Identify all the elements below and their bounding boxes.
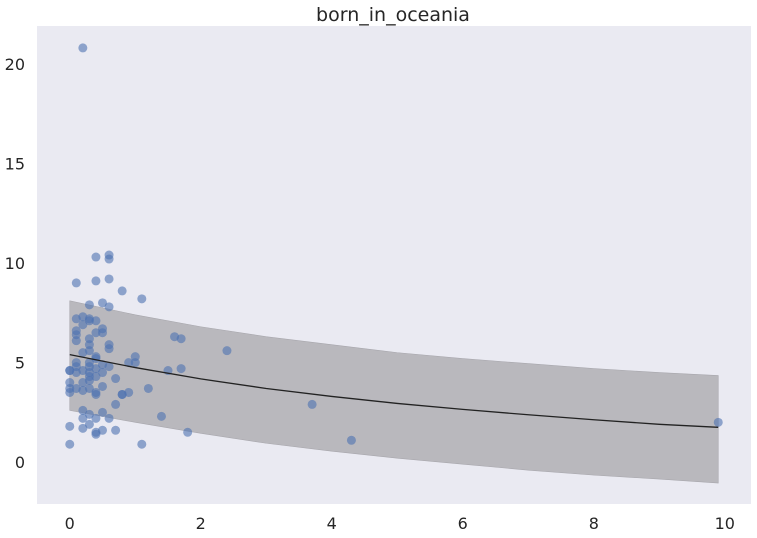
scatter-point [111,425,121,435]
x-tick-label: 2 [196,514,206,533]
y-tick-label: 5 [15,354,25,373]
scatter-point [176,364,186,374]
scatter-point [71,278,81,288]
x-tick-label: 8 [589,514,599,533]
scatter-point [156,411,166,421]
scatter-point [84,383,94,393]
x-tick-label: 6 [458,514,468,533]
scatter-point [222,346,232,356]
scatter-point [91,328,101,338]
scatter-point [176,334,186,344]
y-tick-label: 10 [5,254,25,273]
scatter-point [84,376,94,386]
scatter-point [98,425,107,435]
scatter-point [104,302,114,312]
scatter-point [65,439,75,449]
x-tick-labels: 0 2 4 6 8 10 [65,514,735,533]
scatter-point [143,383,153,393]
scatter-point [98,407,107,417]
scatter-point [84,316,94,326]
scatter-point [91,413,101,423]
scatter-point [111,399,121,409]
scatter-point [78,43,88,53]
fit-line-layer [69,353,719,428]
y-tick-label: 15 [5,154,25,173]
scatter-point [98,328,107,338]
scatter-point [65,387,75,397]
scatter-point [71,336,81,346]
chart-title: born_in_oceania [316,4,470,26]
scatter-point [84,346,94,356]
scatter-point [91,364,101,374]
scatter-point [104,413,114,423]
y-tick-label: 20 [5,55,25,74]
scatter-point [346,435,356,445]
scatter-point [130,358,140,368]
confidence-band-layer [69,300,719,484]
scatter-point [91,276,101,286]
scatter-point [78,320,88,330]
scatter-point [137,294,147,304]
scatter-point [183,427,193,437]
scatter-point [124,358,134,368]
scatter-points-layer [65,43,723,449]
scatter-point [713,417,723,427]
y-tick-labels: 0 5 10 15 20 [5,55,25,472]
x-tick-label: 4 [327,514,337,533]
scatter-point [78,423,88,433]
scatter-point [117,286,127,296]
scatter-point [104,254,114,264]
scatter-point [137,439,147,449]
scatter-point [124,387,134,397]
scatter-point [91,389,101,399]
scatter-point [84,409,94,419]
scatter-point [91,316,101,326]
scatter-point [91,429,101,439]
scatter-point [98,368,107,378]
y-tick-label: 0 [15,453,25,472]
scatter-point [91,372,101,382]
scatter-point [84,300,94,310]
scatter-point [65,421,75,431]
fit-line [69,353,719,428]
confidence-band [69,300,719,484]
scatter-point [91,252,101,262]
x-tick-label: 0 [65,514,75,533]
scatter-point [84,419,94,429]
scatter-point [78,413,88,423]
scatter-point [104,362,114,372]
scatter-point [307,399,317,409]
scatter-point [78,405,88,415]
x-tick-label: 10 [715,514,735,533]
scatter-point [98,298,107,308]
scatter-point [104,274,114,284]
scatter-point [111,374,121,384]
scatter-point [98,381,107,391]
scatter-point [104,344,114,354]
